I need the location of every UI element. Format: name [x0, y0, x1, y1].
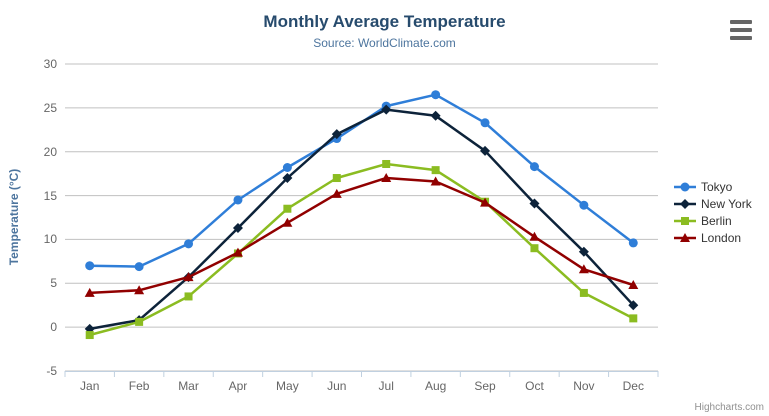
y-axis-tick-label: 0	[50, 320, 57, 335]
x-axis-label-oct: Oct	[525, 379, 544, 393]
x-axis-label-jul: Jul	[378, 379, 394, 393]
series-london	[84, 173, 639, 297]
series-berlin-point[interactable]	[431, 166, 440, 175]
series-new-york-point[interactable]	[430, 110, 441, 121]
series-london-point[interactable]	[381, 173, 392, 183]
series-tokyo-point[interactable]	[431, 90, 441, 100]
series-berlin-point[interactable]	[184, 292, 193, 301]
x-axis-label-jun: Jun	[327, 379, 347, 393]
legend-label: London	[701, 230, 742, 245]
series-tokyo-point[interactable]	[529, 162, 539, 172]
series-tokyo-point[interactable]	[233, 195, 243, 205]
y-axis-tick-label: 25	[43, 100, 57, 115]
series-london-point[interactable]	[183, 272, 194, 282]
series-new-york-point[interactable]	[232, 223, 243, 234]
series-berlin-point[interactable]	[579, 288, 588, 297]
series-london-line[interactable]	[88, 176, 635, 295]
series-new-york-point[interactable]	[628, 300, 639, 311]
legend-label: Berlin	[701, 213, 732, 228]
legend-item-tokyo[interactable]: Tokyo	[674, 178, 752, 195]
series-berlin-point[interactable]	[332, 174, 341, 183]
series-london-point[interactable]	[480, 197, 491, 207]
series-new-york-point[interactable]	[331, 129, 342, 140]
x-axis-label-feb: Feb	[128, 379, 150, 393]
legend-marker-symbol	[680, 182, 690, 191]
legend-marker-diamond-icon	[674, 198, 696, 209]
y-axis-tick-label: 30	[43, 57, 57, 71]
legend-marker-circle-icon	[674, 182, 696, 191]
legend-item-berlin[interactable]: Berlin	[674, 212, 752, 229]
legend-marker-triangle-icon	[674, 232, 696, 242]
legend-marker-symbol	[681, 216, 689, 225]
hamburger-icon	[730, 20, 752, 24]
y-axis-tick-label: 20	[43, 144, 57, 159]
x-axis-label-apr: Apr	[228, 379, 248, 393]
series-berlin-point[interactable]	[382, 159, 391, 168]
series-london-point[interactable]	[529, 231, 540, 241]
series-new-york-point[interactable]	[578, 246, 589, 257]
chart-context-menu-button[interactable]	[728, 18, 756, 42]
series-london-point[interactable]	[331, 188, 342, 198]
legend-label: Tokyo	[701, 179, 733, 194]
series-tokyo-point[interactable]	[480, 118, 490, 128]
series-london-point[interactable]	[282, 217, 293, 227]
series-tokyo	[85, 90, 638, 272]
x-axis-label-sep: Sep	[474, 379, 496, 393]
legend: Tokyo New York Berlin London	[674, 178, 752, 246]
series-london-point[interactable]	[84, 287, 95, 297]
x-axis-label-aug: Aug	[424, 379, 447, 393]
series-new-york-point[interactable]	[282, 173, 293, 184]
series-new-york-line[interactable]	[88, 108, 635, 331]
series-tokyo-point[interactable]	[184, 239, 194, 249]
series-london-point[interactable]	[430, 176, 441, 186]
series-tokyo-point[interactable]	[134, 262, 144, 272]
series-berlin-point[interactable]	[530, 244, 539, 253]
series-london-point[interactable]	[232, 247, 243, 257]
y-axis-tick-label: 10	[43, 232, 57, 247]
series-new-york-point[interactable]	[480, 145, 491, 156]
series-tokyo-line[interactable]	[88, 93, 635, 268]
legend-marker-symbol	[680, 232, 690, 242]
legend-marker-symbol	[680, 198, 690, 209]
x-axis-label-dec: Dec	[622, 379, 644, 393]
legend-label: New York	[701, 196, 752, 211]
series-berlin-point[interactable]	[283, 204, 292, 213]
chart-subtitle: Source: WorldClimate.com	[313, 36, 456, 50]
series-berlin-point[interactable]	[629, 314, 638, 323]
chart-title: Monthly Average Temperature	[263, 12, 506, 31]
series-london-point[interactable]	[628, 280, 639, 290]
legend-marker-square-icon	[674, 216, 696, 225]
x-axis-label-may: May	[276, 379, 299, 393]
series-new-york-point[interactable]	[381, 104, 392, 115]
series-london-point[interactable]	[578, 264, 589, 274]
series-new-york	[84, 104, 639, 334]
x-axis-label-jan: Jan	[80, 379, 100, 393]
y-axis-tick-label: 15	[43, 188, 57, 203]
series-berlin-point[interactable]	[85, 331, 94, 340]
legend-item-new-york[interactable]: New York	[674, 195, 752, 212]
x-axis-label-mar: Mar	[178, 379, 199, 393]
series-london-point[interactable]	[134, 285, 145, 295]
legend-item-london[interactable]: London	[674, 229, 752, 246]
series-tokyo-point[interactable]	[579, 200, 589, 210]
series-tokyo-point[interactable]	[628, 238, 638, 248]
x-axis-label-nov: Nov	[573, 379, 595, 393]
series-new-york-point[interactable]	[529, 198, 540, 209]
series-tokyo-point[interactable]	[282, 163, 292, 173]
series-berlin-line[interactable]	[88, 162, 635, 337]
y-axis-tick-label: -5	[46, 364, 57, 378]
series-berlin-point[interactable]	[135, 317, 144, 326]
highcharts-credits-link[interactable]: Highcharts.com	[694, 402, 764, 413]
series-tokyo-point[interactable]	[85, 261, 95, 271]
y-axis-tick-label: 5	[50, 276, 57, 291]
